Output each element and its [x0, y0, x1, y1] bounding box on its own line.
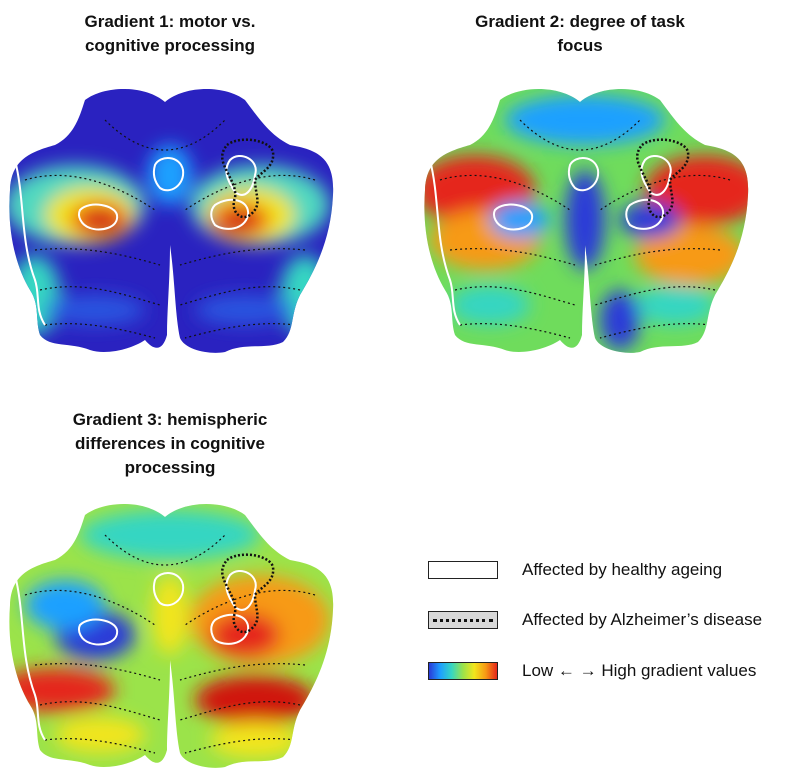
legend-alzheimers: Affected by Alzheimer’s disease: [428, 607, 762, 633]
panel-2-title-line-2: focus: [557, 36, 603, 55]
panel-2-title: Gradient 2: degree of task focus: [430, 10, 730, 58]
cerebellum-flatmap-gradient-1: [9, 88, 334, 353]
panel-1-title-line-2: cognitive processing: [84, 36, 256, 55]
cerebellum-flatmap-gradient-2: [424, 88, 749, 353]
panel-3-title-line-2: differences in cognitive: [75, 434, 265, 453]
legend-healthy-ageing: Affected by healthy ageing: [428, 557, 722, 583]
legend-label-gradient: Low ← → High gradient values: [522, 661, 757, 680]
panel-1-title: Gradient 1: motor vs. cognitive processi…: [40, 10, 300, 58]
cerebellum-flatmap-gradient-3: [9, 503, 334, 768]
legend-label-alzheimers: Affected by Alzheimer’s disease: [522, 610, 763, 629]
legend-swatch-white-outline: [428, 561, 498, 579]
panel-3-title: Gradient 3: hemispheric differences in c…: [20, 408, 320, 480]
panel-3-title-line-1: Gradient 3: hemispheric: [72, 410, 268, 429]
panel-3-title-line-3: processing: [124, 458, 216, 477]
legend-swatch-colormap: [428, 662, 498, 680]
panel-1-title-line-1: Gradient 1: motor vs.: [84, 12, 256, 31]
legend-label-healthy: Affected by healthy ageing: [522, 560, 723, 579]
panel-2-title-line-1: Gradient 2: degree of task: [475, 12, 685, 31]
legend-swatch-dotted-outline: [428, 611, 498, 629]
legend-gradient-scale: Low ← → High gradient values: [428, 658, 756, 684]
